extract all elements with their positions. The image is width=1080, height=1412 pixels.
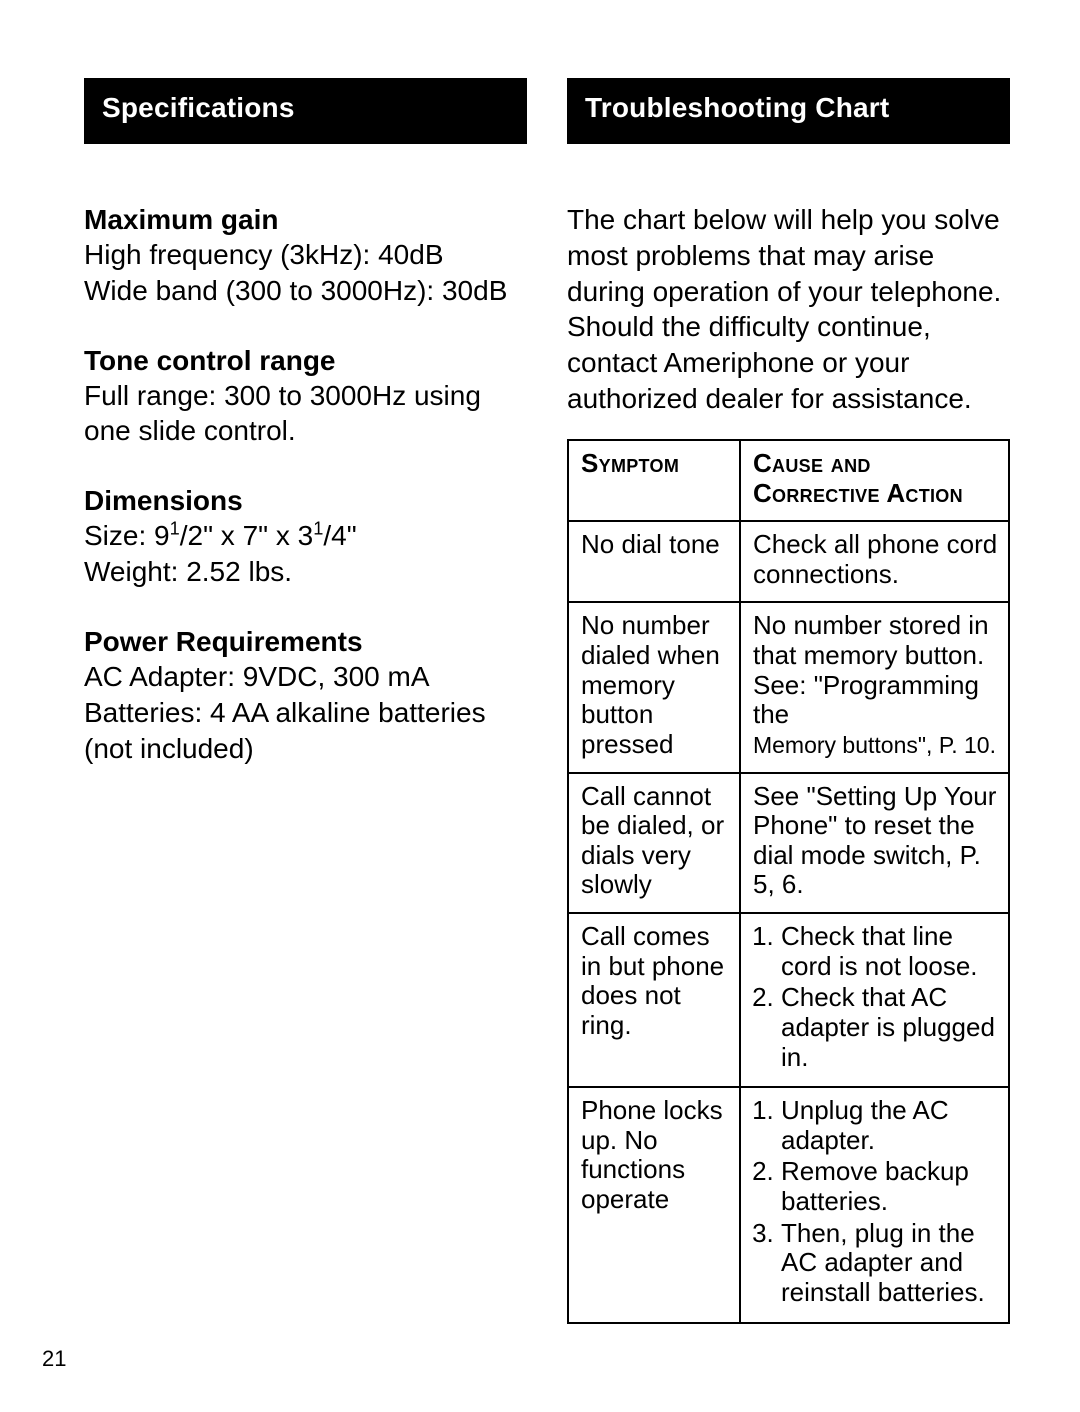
spec-power-line2: Batteries: 4 AA alkaline batteries (not … [84,695,527,767]
symptom-cell: Call cannot be dialed, or dials very slo… [568,773,740,914]
symptom-cell: Call comes in but phone does not ring. [568,913,740,1087]
spec-dimensions-weight: Weight: 2.52 lbs. [84,554,527,590]
table-header-symptom: Symptom [568,440,740,521]
spec-tone: Tone control range Full range: 300 to 30… [84,343,527,450]
action-text: Check all phone cord connections. [753,529,997,589]
dim-frac2-num: 1 [313,519,323,539]
action-cell: Check all phone cord connections. [740,521,1009,602]
action-text: No number stored in that memory button. … [753,610,989,729]
table-row: Call comes in but phone does not ring.Ch… [568,913,1009,1087]
troubleshooting-header: Troubleshooting Chart [567,78,1010,144]
page-number: 21 [42,1346,66,1372]
spec-dimensions: Dimensions Size: 91/2" x 7" x 31/4" Weig… [84,483,527,590]
action-step: Remove backup batteries. [781,1157,998,1216]
table-body: No dial toneCheck all phone cord connect… [568,521,1009,1322]
action-text: See "Setting Up Your Phone" to reset the… [753,781,996,900]
spec-max-gain-title: Maximum gain [84,202,527,237]
action-step: Unplug the AC adapter. [781,1096,998,1155]
dim-frac2-rest: /4" [323,520,356,551]
action-step: Check that AC adapter is plugged in. [781,983,998,1072]
action-step: Then, plug in the AC adapter and reinsta… [781,1219,998,1308]
spec-tone-body: Full range: 300 to 3000Hz using one slid… [84,378,527,450]
spec-power-line1: AC Adapter: 9VDC, 300 mA [84,659,527,695]
table-header-row: Symptom Cause and Corrective Action [568,440,1009,521]
spec-max-gain-line2: Wide band (300 to 3000Hz): 30dB [84,273,527,309]
dim-frac1-num: 1 [170,519,180,539]
page-root: Specifications Maximum gain High frequen… [0,0,1080,1412]
action-steps-list: Check that line cord is not loose.Check … [753,922,998,1072]
action-cell: See "Setting Up Your Phone" to reset the… [740,773,1009,914]
spec-dimensions-size: Size: 91/2" x 7" x 31/4" [84,518,527,554]
dim-size-prefix: Size: 9 [84,520,170,551]
symptom-cell: Phone locks up. No functions operate [568,1087,740,1322]
table-header-action: Cause and Corrective Action [740,440,1009,521]
spec-dimensions-title: Dimensions [84,483,527,518]
troubleshoot-intro: The chart below will help you solve most… [567,202,1010,417]
action-cell: No number stored in that memory button. … [740,602,1009,772]
spec-power-title: Power Requirements [84,624,527,659]
spec-tone-title: Tone control range [84,343,527,378]
spec-max-gain-line1: High frequency (3kHz): 40dB [84,237,527,273]
table-row: Call cannot be dialed, or dials very slo… [568,773,1009,914]
two-column-layout: Specifications Maximum gain High frequen… [84,78,1010,1324]
dim-frac1-rest: /2" x 7" x 3 [180,520,314,551]
troubleshoot-table: Symptom Cause and Corrective Action No d… [567,439,1010,1324]
table-row: No number dialed when memory button pres… [568,602,1009,772]
spec-power: Power Requirements AC Adapter: 9VDC, 300… [84,624,527,766]
table-row: No dial toneCheck all phone cord connect… [568,521,1009,602]
symptom-cell: No number dialed when memory button pres… [568,602,740,772]
action-cell: Check that line cord is not loose.Check … [740,913,1009,1087]
table-row: Phone locks up. No functions operateUnpl… [568,1087,1009,1322]
action-step: Check that line cord is not loose. [781,922,998,981]
action-steps-list: Unplug the AC adapter.Remove backup batt… [753,1096,998,1307]
action-cell: Unplug the AC adapter.Remove backup batt… [740,1087,1009,1322]
symptom-cell: No dial tone [568,521,740,602]
specifications-header: Specifications [84,78,527,144]
left-column: Specifications Maximum gain High frequen… [84,78,527,1324]
action-text-small: Memory buttons", P. 10. [753,732,996,758]
right-column: Troubleshooting Chart The chart below wi… [567,78,1010,1324]
spec-max-gain: Maximum gain High frequency (3kHz): 40dB… [84,202,527,309]
